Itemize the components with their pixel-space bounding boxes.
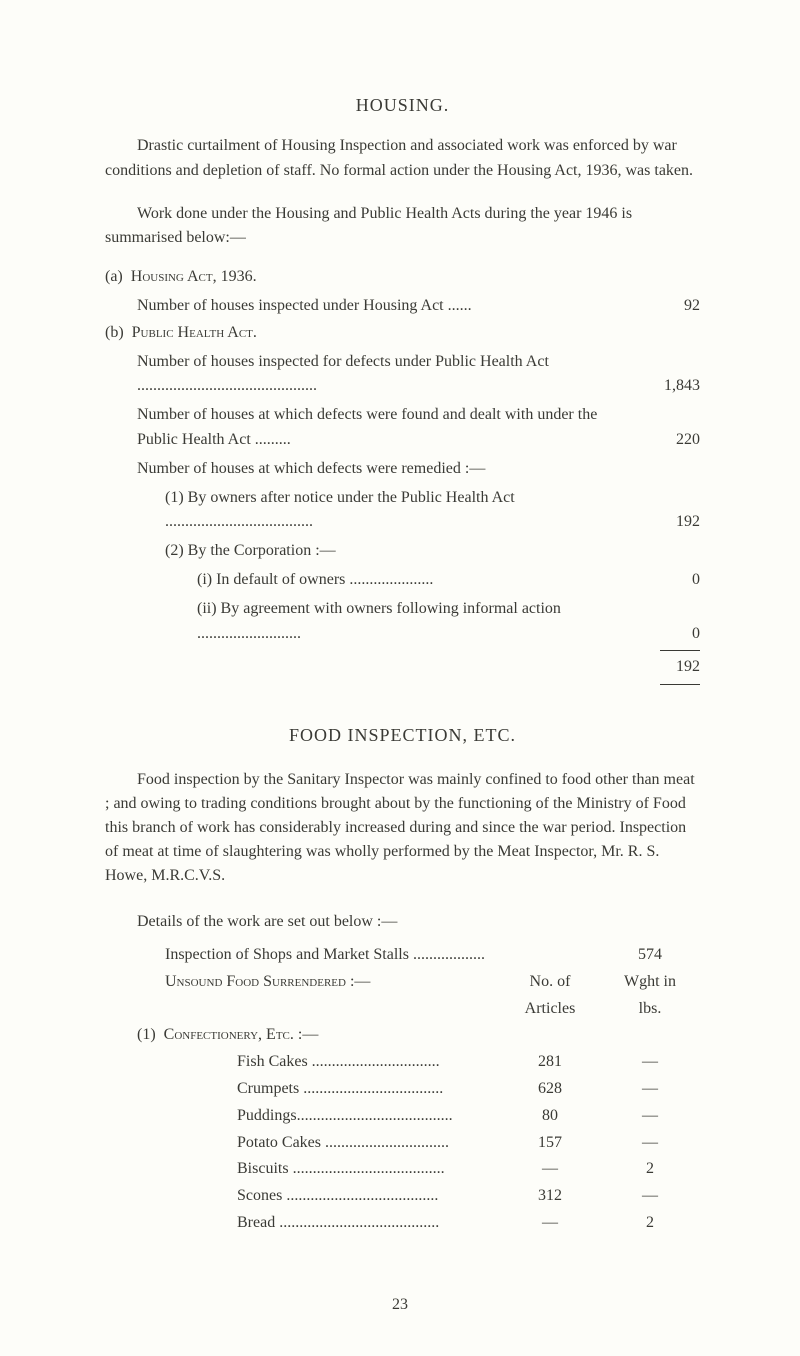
food-row-wght: 2 [600,1157,700,1182]
housing-sub: Work done under the Housing and Public H… [105,202,700,252]
total-line-bottom [660,684,700,685]
a-sub-val: 92 [640,294,700,319]
food-row-label: Potato Cakes ...........................… [165,1131,500,1156]
b-1-val: 192 [640,510,700,535]
food-row-articles: 281 [500,1050,600,1075]
b-val2: 220 [640,428,700,453]
inspection-val: 574 [600,943,700,968]
food-row-articles: — [500,1157,600,1182]
b-text: Public Health Act. [132,324,257,341]
conf-num: (1) [137,1026,164,1043]
food-row-label: Puddings................................… [165,1104,500,1129]
item-b-2-header: (2) By the Corporation :— [165,539,700,564]
food-row: Crumpets ...............................… [165,1077,700,1102]
food-title: FOOD INSPECTION, ETC. [105,725,700,746]
food-row-label: Bread ..................................… [165,1211,500,1236]
inspection-label: Inspection of Shops and Market Stalls ..… [165,946,485,963]
item-b-1: Number of houses inspected for defects u… [137,350,700,400]
page-number: 23 [0,1296,800,1314]
food-row: Fish Cakes .............................… [165,1050,700,1075]
food-row-wght: 2 [600,1211,700,1236]
food-row: Potato Cakes ...........................… [165,1131,700,1156]
food-table-rows: Fish Cakes .............................… [105,1050,700,1236]
conf-label-text: Confectionery, Etc. [164,1026,294,1043]
total-row: 192 [137,655,700,680]
housing-title: HOUSING. [105,95,700,116]
b-sub2: Number of houses at which defects were f… [137,403,628,453]
food-row-wght: — [600,1131,700,1156]
col-articles: Articles [500,997,600,1022]
food-row-label: Scones .................................… [165,1184,500,1209]
inspection-row: Inspection of Shops and Market Stalls ..… [137,943,700,968]
housing-intro: Drastic curtailment of Housing Inspectio… [105,134,700,184]
b-1-label: (1) By owners after notice under the Pub… [165,486,628,536]
total-line-top [660,650,700,651]
food-row-wght: — [600,1077,700,1102]
food-para: Food inspection by the Sanitary Inspecto… [105,768,700,888]
a-label: (a) [105,268,123,285]
food-row-label: Crumpets ...............................… [165,1077,500,1102]
food-row-wght: — [600,1104,700,1129]
housing-list: (a) Housing Act, 1936. Number of houses … [137,265,700,685]
food-row: Bread ..................................… [165,1211,700,1236]
b-2-label: (2) By the Corporation :— [165,539,700,564]
b-sub3: Number of houses at which defects were r… [137,457,700,482]
b-label: (b) [105,324,124,341]
unsound-header-row2: Articles lbs. [137,997,700,1022]
food-row-articles: 312 [500,1184,600,1209]
food-row: Scones .................................… [165,1184,700,1209]
b-2-ii-label: (ii) By agreement with owners following … [197,597,628,647]
col-wght: Wght in [600,970,700,995]
food-row-wght: — [600,1050,700,1075]
food-row-wght: — [600,1184,700,1209]
food-row-label: Biscuits ...............................… [165,1157,500,1182]
item-b-1-sub: (1) By owners after notice under the Pub… [165,486,700,536]
item-a-sub: Number of houses inspected under Housing… [137,294,700,319]
food-row-articles: — [500,1211,600,1236]
a-text: Housing Act, 1936. [131,268,257,285]
food-row-articles: 157 [500,1131,600,1156]
confectionery-header: (1) Confectionery, Etc. :— [137,1023,700,1048]
b-sub1: Number of houses inspected for defects u… [137,350,628,400]
a-sub-text: Number of houses inspected under Housing… [137,294,628,319]
food-row: Biscuits ...............................… [165,1157,700,1182]
b-2-i-label: (i) In default of owners ...............… [197,568,628,593]
food-row-articles: 628 [500,1077,600,1102]
food-row: Puddings................................… [165,1104,700,1129]
item-b-2: Number of houses at which defects were f… [137,403,700,453]
col-lbs: lbs. [600,997,700,1022]
item-a-header: (a) Housing Act, 1936. [137,265,700,290]
b-2-i-val: 0 [640,568,700,593]
b-2-ii-val: 0 [640,622,700,647]
item-b-2-i: (i) In default of owners ...............… [197,568,700,593]
b-val1: 1,843 [640,374,700,399]
food-row-articles: 80 [500,1104,600,1129]
unsound-header-row: Unsound Food Surrendered :— No. of Wght … [137,970,700,995]
total-val: 192 [640,655,700,680]
details-para: Details of the work are set out below :— [105,910,700,935]
food-row-label: Fish Cakes .............................… [165,1050,500,1075]
unsound-label: Unsound Food Surrendered :— [165,973,370,990]
col-no: No. of [500,970,600,995]
item-b-3: Number of houses at which defects were r… [137,457,700,482]
item-b-2-ii: (ii) By agreement with owners following … [197,597,700,647]
item-b-header: (b) Public Health Act. [137,321,700,346]
